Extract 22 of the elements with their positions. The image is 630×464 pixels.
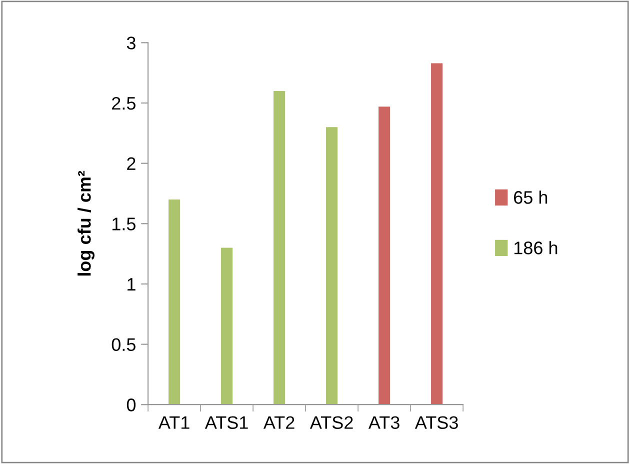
bar (274, 90, 286, 405)
y-tick-label: 1.5 (112, 218, 136, 230)
bar (431, 63, 443, 405)
y-tick-label: 2.5 (112, 96, 136, 110)
y-tick-label: 3 (126, 36, 136, 50)
y-tick-label: 0 (126, 398, 136, 412)
bar (326, 127, 338, 405)
legend-label: 186 h (514, 241, 558, 254)
x-tick-label: AT2 (263, 416, 294, 429)
legend-label: 65 h (514, 190, 548, 204)
x-tick-label: AT1 (158, 416, 190, 429)
y-tick-label: 2 (127, 157, 136, 170)
bar (221, 248, 233, 405)
bar (378, 106, 390, 405)
x-tick-label: ATS3 (414, 416, 458, 429)
y-axis-title: log cfu / cm² (78, 170, 94, 276)
y-tick-label: 0.5 (112, 338, 136, 352)
y-tick-label: 1 (128, 278, 136, 291)
x-tick-label: ATS1 (204, 416, 248, 429)
x-tick-label: ATS2 (310, 416, 353, 429)
bar (168, 200, 180, 405)
x-tick-label: AT3 (368, 416, 400, 429)
